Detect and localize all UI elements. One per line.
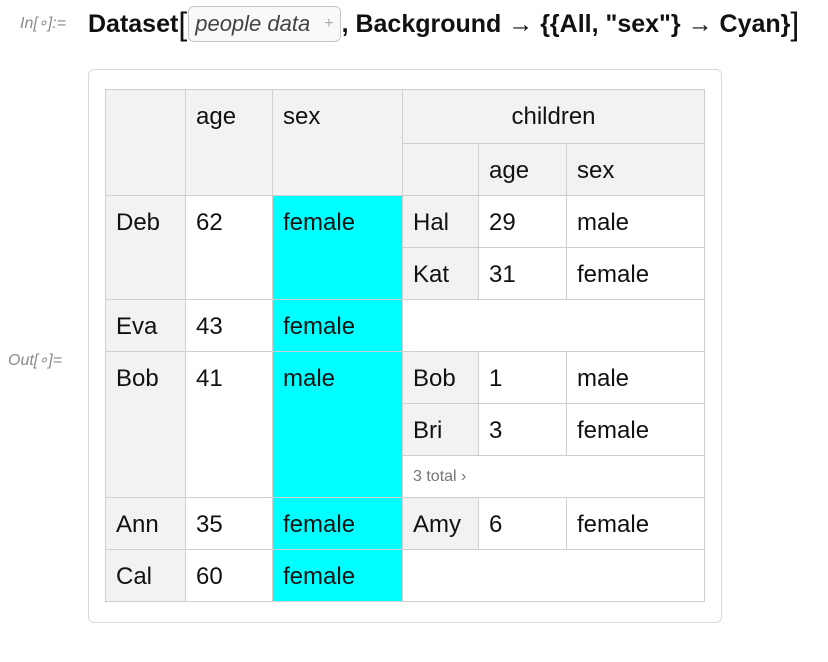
child-key[interactable]: Bri bbox=[403, 404, 479, 456]
child-age-cell[interactable]: 1 bbox=[479, 352, 567, 404]
child-key[interactable]: Bob bbox=[403, 352, 479, 404]
sex-cell[interactable]: female bbox=[273, 498, 403, 550]
row-key[interactable]: Bob bbox=[106, 352, 186, 498]
age-cell[interactable]: 62 bbox=[186, 196, 273, 300]
child-key[interactable]: Hal bbox=[403, 196, 479, 248]
close-bracket: ] bbox=[790, 6, 800, 42]
age-cell[interactable]: 60 bbox=[186, 550, 273, 602]
row-key[interactable]: Eva bbox=[106, 300, 186, 352]
child-sex-cell[interactable]: female bbox=[567, 404, 705, 456]
sex-cell[interactable]: female bbox=[273, 196, 403, 300]
input-label: In[∘]:= bbox=[20, 15, 67, 32]
age-cell[interactable]: 41 bbox=[186, 352, 273, 498]
child-sex-cell[interactable]: female bbox=[567, 248, 705, 300]
open-bracket: [ bbox=[178, 6, 188, 42]
sex-cell[interactable]: male bbox=[273, 352, 403, 498]
child-age-cell[interactable]: 6 bbox=[479, 498, 567, 550]
sex-cell[interactable]: female bbox=[273, 550, 403, 602]
row-key[interactable]: Cal bbox=[106, 550, 186, 602]
child-age-cell[interactable]: 31 bbox=[479, 248, 567, 300]
header-age[interactable]: age bbox=[186, 90, 273, 196]
row-key[interactable]: Ann bbox=[106, 498, 186, 550]
plus-icon[interactable]: + bbox=[324, 15, 334, 32]
function-name: Dataset bbox=[88, 9, 179, 38]
child-sex-cell[interactable]: female bbox=[567, 498, 705, 550]
child-age-cell[interactable]: 29 bbox=[479, 196, 567, 248]
child-age-cell[interactable]: 3 bbox=[479, 404, 567, 456]
corner-header bbox=[106, 90, 186, 196]
placeholder-pill[interactable]: people data + bbox=[188, 6, 341, 42]
header-children[interactable]: children bbox=[403, 90, 705, 144]
empty-children-cell bbox=[403, 550, 705, 602]
sex-cell[interactable]: female bbox=[273, 300, 403, 352]
empty-children-cell bbox=[403, 300, 705, 352]
child-key[interactable]: Kat bbox=[403, 248, 479, 300]
header-sex[interactable]: sex bbox=[273, 90, 403, 196]
age-cell[interactable]: 43 bbox=[186, 300, 273, 352]
placeholder-text: people data bbox=[195, 11, 311, 36]
age-cell[interactable]: 35 bbox=[186, 498, 273, 550]
dataset-table: age sex children age sex Deb 62 female H… bbox=[105, 89, 705, 603]
header-child-age[interactable]: age bbox=[479, 144, 567, 196]
row-key[interactable]: Deb bbox=[106, 196, 186, 300]
child-sex-cell[interactable]: male bbox=[567, 352, 705, 404]
expression-rest: , Background → {{All, "sex"} → Cyan} bbox=[341, 9, 791, 38]
input-expression[interactable]: Dataset [ people data + , Background → {… bbox=[88, 4, 799, 44]
more-children-link[interactable]: 3 total › bbox=[403, 456, 705, 498]
child-sex-cell[interactable]: male bbox=[567, 196, 705, 248]
header-child-sex[interactable]: sex bbox=[567, 144, 705, 196]
child-key[interactable]: Amy bbox=[403, 498, 479, 550]
output-label: Out[∘]= bbox=[8, 352, 63, 369]
header-children-key bbox=[403, 144, 479, 196]
